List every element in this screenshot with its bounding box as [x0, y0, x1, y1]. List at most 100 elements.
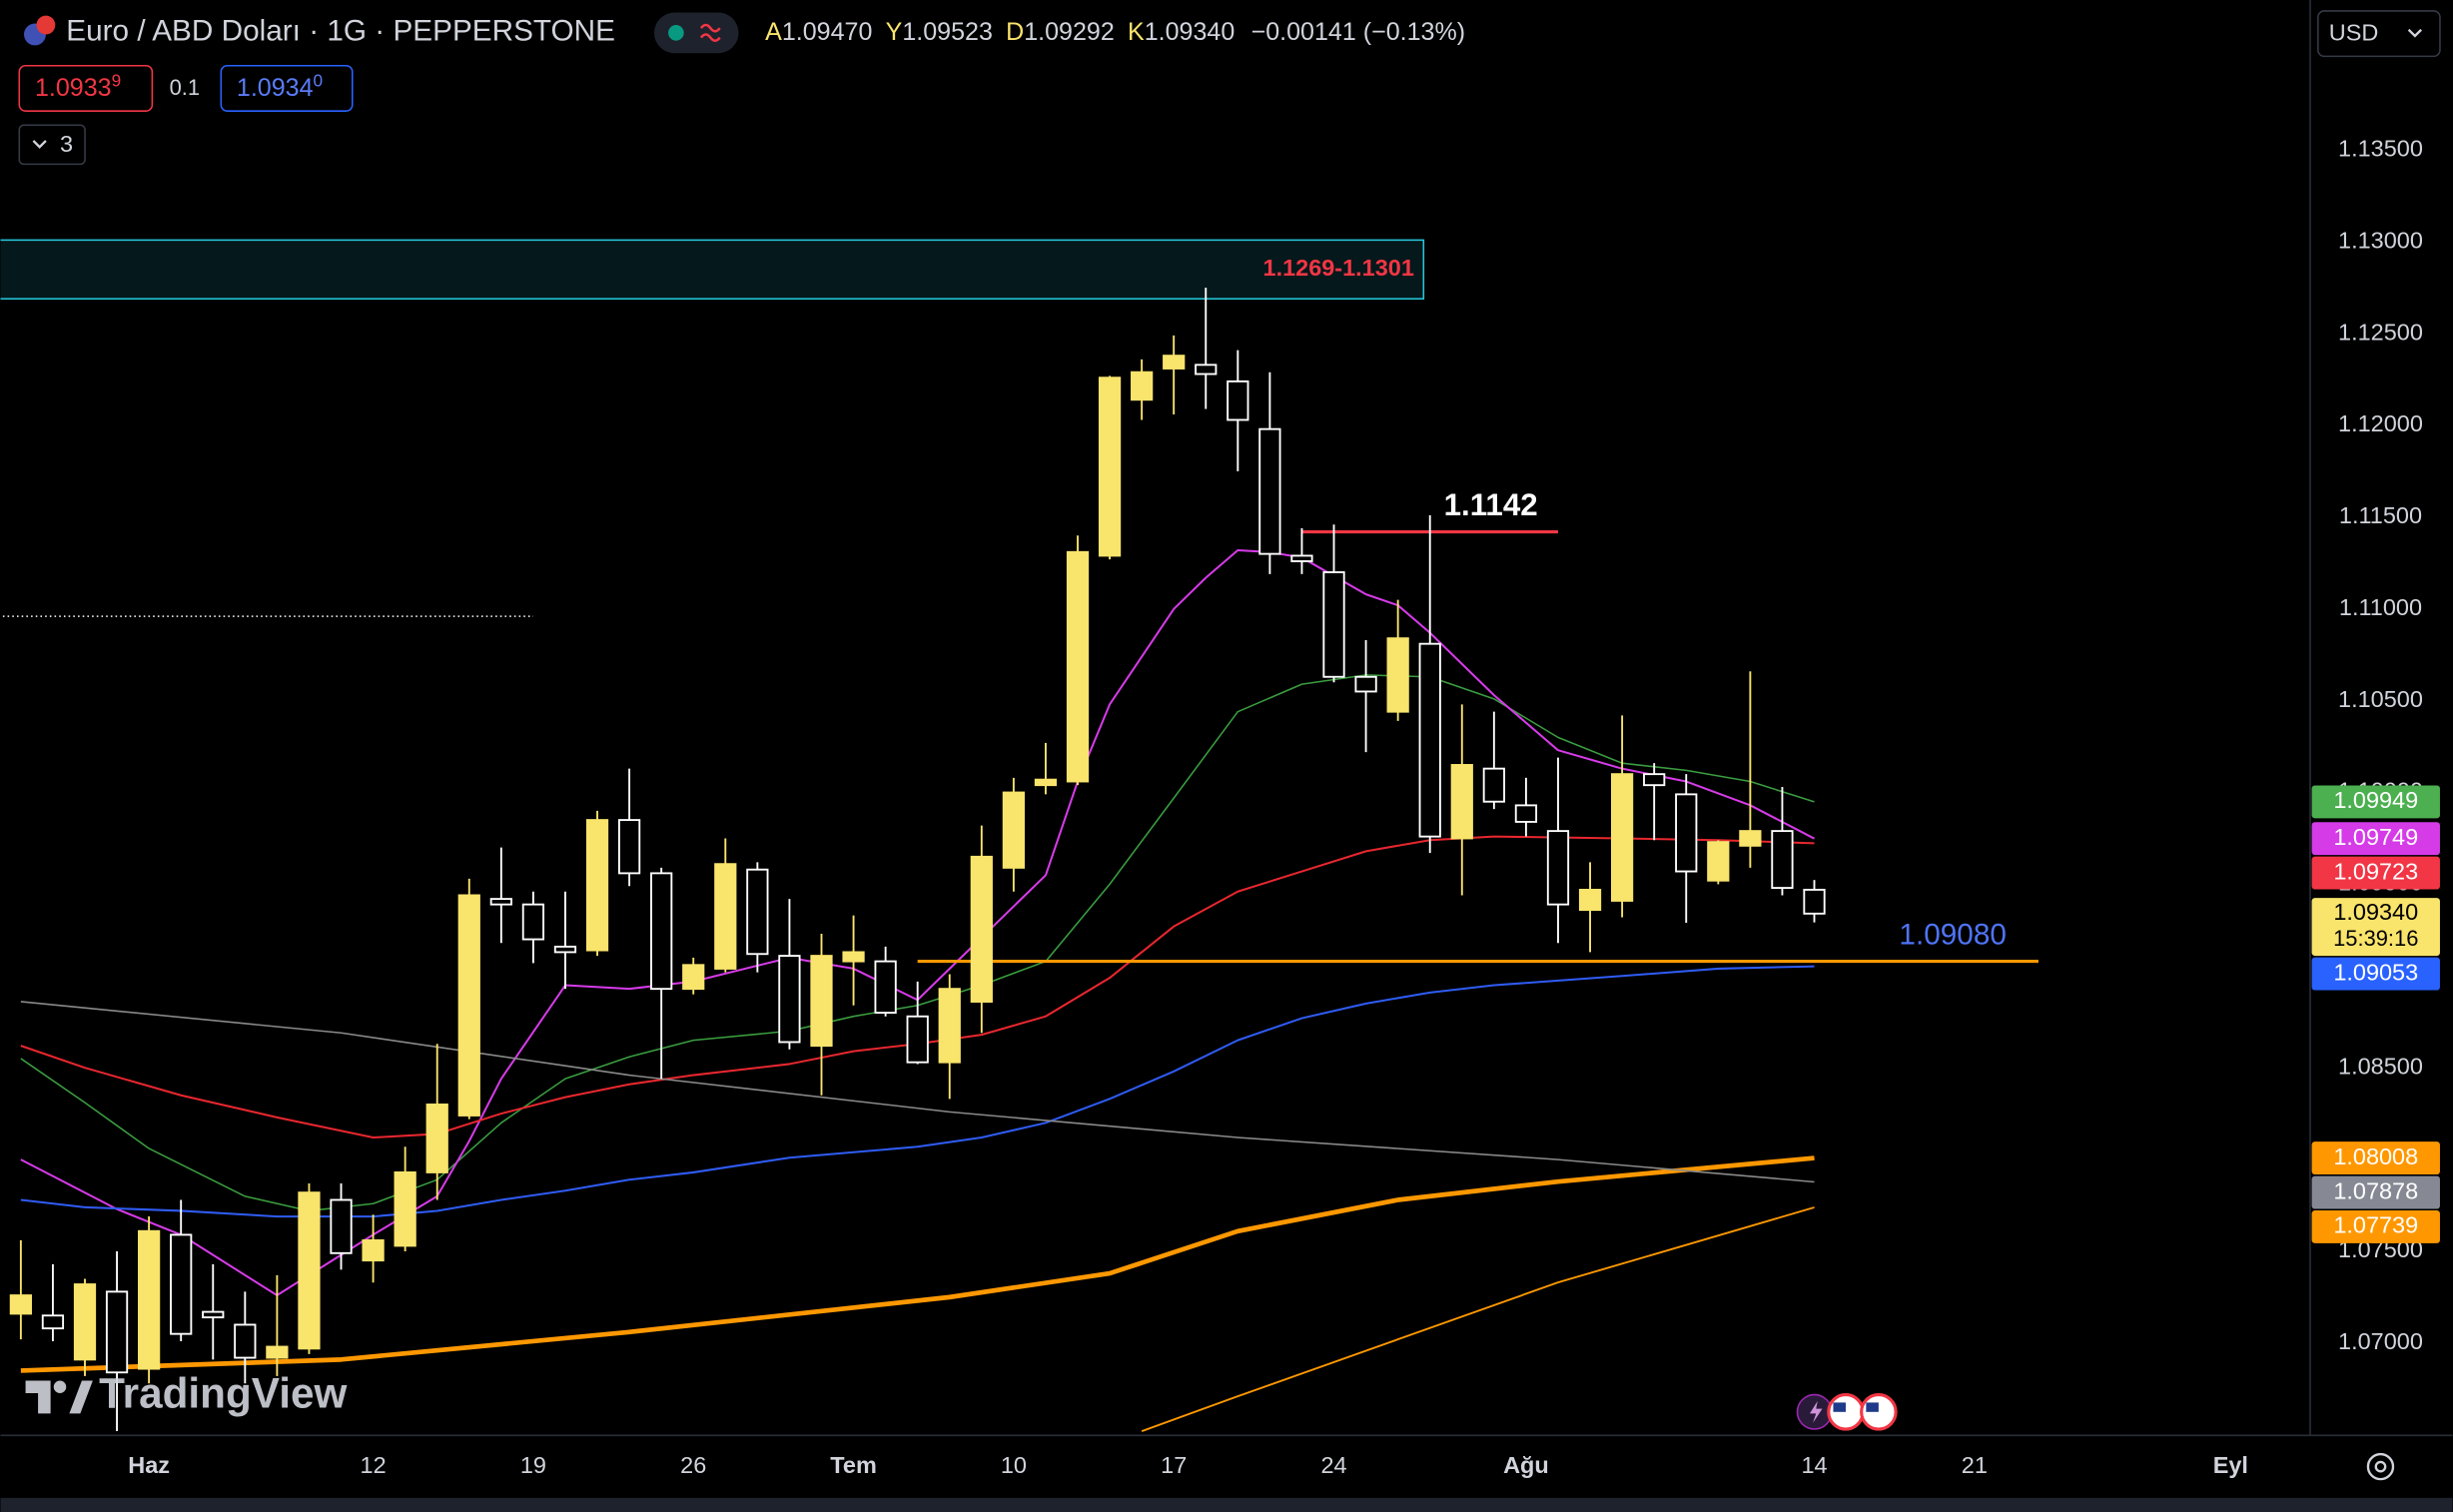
candle-body: [1258, 427, 1281, 555]
bottom-bar: [0, 1497, 2453, 1512]
x-tick-label: 21: [1962, 1452, 1988, 1478]
event-icons[interactable]: [1796, 1393, 1898, 1431]
line-value-badge: [2311, 1210, 2440, 1243]
candle-body: [330, 1198, 353, 1254]
candle-body: [1803, 888, 1826, 915]
candle-body: [1354, 675, 1377, 693]
plot-area: 1.1269-1.1301 1.1142 1.09080: [0, 239, 2039, 1432]
candle-body: [1002, 791, 1025, 869]
ohlc-value: 1.09340: [1145, 18, 1235, 46]
candle-body: [457, 894, 480, 1117]
candle-body: [1290, 554, 1313, 562]
line-value-badge: [2311, 1141, 2440, 1175]
candle-body: [489, 898, 512, 906]
candle-body: [105, 1290, 129, 1374]
candle-body: [1546, 830, 1570, 906]
y-tick-label: 1.10500: [2338, 686, 2423, 712]
candle-body: [1610, 773, 1634, 902]
x-tick-label: 12: [361, 1452, 387, 1478]
candle-body: [1450, 764, 1473, 840]
market-status[interactable]: [653, 12, 739, 54]
ohlc-readout: A1.09470 Y1.09523 D1.09292 K1.09340 −0.0…: [765, 18, 1465, 46]
x-tick-label: 17: [1161, 1452, 1187, 1478]
symbol-icon: [24, 15, 56, 46]
candle-body: [1707, 841, 1730, 882]
sell-price-pip: 9: [112, 70, 122, 90]
candle-body: [234, 1323, 257, 1359]
candle-body: [9, 1294, 32, 1315]
x-tick-label: 10: [1001, 1452, 1027, 1478]
y-tick-label: 1.07000: [2338, 1328, 2423, 1354]
current-price-label: 1.09340: [2333, 899, 2418, 925]
x-tick-label: Tem: [830, 1452, 877, 1478]
countdown-label: 15:39:16: [2333, 926, 2418, 951]
candle-body: [298, 1191, 321, 1350]
moving-average: [1141, 1206, 1815, 1432]
candle-body: [362, 1238, 385, 1262]
indicators-count: 3: [60, 131, 73, 157]
logo: [25, 1380, 93, 1414]
candle-body: [1098, 377, 1122, 557]
y-tick-label: 1.11000: [2339, 594, 2422, 620]
line-value-badge: [2311, 785, 2440, 819]
line-value-label: 1.09949: [2333, 787, 2418, 813]
candle-body: [906, 1015, 929, 1064]
ohlc-value: 1.09470: [782, 18, 873, 46]
line-value-badge: [2311, 1175, 2440, 1209]
settings-button[interactable]: [2366, 1452, 2395, 1481]
candle-body: [874, 960, 897, 1014]
moving-average: [20, 1001, 1815, 1183]
x-tick-label: 24: [1320, 1452, 1346, 1478]
buy-price-pip: 0: [314, 70, 324, 90]
sell-price-main: 1.0933: [35, 74, 112, 102]
candle-body: [425, 1104, 448, 1173]
candle-body: [842, 951, 865, 963]
x-tick-label: Eyl: [2213, 1452, 2248, 1478]
candle-body: [650, 872, 673, 991]
candle-body: [1386, 637, 1409, 713]
candle-body: [1771, 830, 1794, 890]
candle-body: [1739, 830, 1762, 847]
candle-body: [746, 868, 769, 956]
candle-body: [1131, 371, 1154, 401]
symbol-title: Euro / ABD Doları · 1G · PEPPERSTONE: [66, 15, 615, 48]
spread: 0.1: [170, 75, 200, 100]
candle-body: [73, 1283, 97, 1361]
candle-body: [394, 1170, 416, 1247]
buy-price-main: 1.0934: [237, 74, 314, 102]
candle-body: [138, 1229, 161, 1370]
ohlc-key: K: [1128, 18, 1145, 46]
zone: [0, 239, 1425, 300]
candle-body: [202, 1310, 225, 1319]
candle-body: [938, 988, 961, 1064]
ohlc-key: Y: [886, 18, 903, 46]
buy-button[interactable]: 1.09340: [220, 64, 354, 112]
candle-body: [1675, 793, 1698, 873]
sell-button[interactable]: 1.09339: [18, 64, 154, 112]
line-value-badge: [2311, 822, 2440, 856]
y-tick-label: 1.13000: [2338, 227, 2423, 253]
axes: 1.070001.075001.080001.085001.090001.095…: [128, 136, 2440, 1478]
ohlc-key: D: [1006, 18, 1024, 46]
x-tick-label: Haz: [128, 1452, 170, 1478]
moving-average: [20, 1155, 1815, 1373]
candle-body: [970, 855, 993, 1003]
candle-body: [1418, 642, 1441, 838]
currency-dropdown[interactable]: USD: [2317, 10, 2441, 58]
zone-label: 1.1269-1.1301: [1263, 255, 1414, 281]
watermark: TradingView: [99, 1369, 347, 1416]
y-tick-label: 1.12500: [2338, 319, 2423, 345]
indicators-toggle[interactable]: 3: [18, 124, 86, 166]
currency-label: USD: [2329, 20, 2379, 46]
y-tick-label: 1.11500: [2339, 502, 2422, 528]
candle-body: [41, 1314, 65, 1330]
y-tick-label: 1.12000: [2338, 410, 2423, 436]
ohlc-key: A: [765, 18, 782, 46]
line-value-badge: [2311, 957, 2440, 991]
candle-body: [1066, 550, 1090, 783]
candle-body: [585, 819, 609, 952]
candle-body: [521, 903, 545, 941]
candle-body: [810, 955, 833, 1048]
candle-body: [1514, 804, 1538, 823]
